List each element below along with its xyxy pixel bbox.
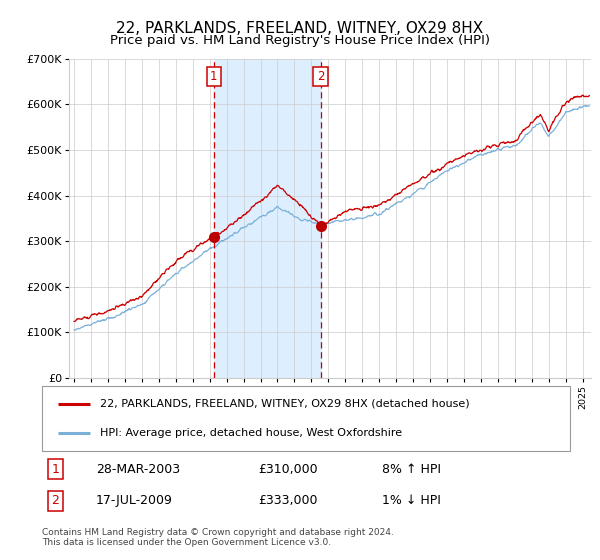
Text: 17-JUL-2009: 17-JUL-2009 <box>96 494 173 507</box>
Text: Price paid vs. HM Land Registry's House Price Index (HPI): Price paid vs. HM Land Registry's House … <box>110 34 490 46</box>
Text: 2: 2 <box>52 494 59 507</box>
Bar <box>214 59 320 378</box>
Text: 8% ↑ HPI: 8% ↑ HPI <box>382 463 441 476</box>
Text: HPI: Average price, detached house, West Oxfordshire: HPI: Average price, detached house, West… <box>100 428 402 438</box>
Text: 1: 1 <box>52 463 59 476</box>
Text: 22, PARKLANDS, FREELAND, WITNEY, OX29 8HX (detached house): 22, PARKLANDS, FREELAND, WITNEY, OX29 8H… <box>100 399 470 409</box>
Text: 1% ↓ HPI: 1% ↓ HPI <box>382 494 441 507</box>
FancyBboxPatch shape <box>42 386 570 451</box>
Text: 2: 2 <box>317 70 324 83</box>
Text: £333,000: £333,000 <box>258 494 317 507</box>
Text: 22, PARKLANDS, FREELAND, WITNEY, OX29 8HX: 22, PARKLANDS, FREELAND, WITNEY, OX29 8H… <box>116 21 484 36</box>
Text: Contains HM Land Registry data © Crown copyright and database right 2024.
This d: Contains HM Land Registry data © Crown c… <box>42 528 394 547</box>
Text: 28-MAR-2003: 28-MAR-2003 <box>96 463 180 476</box>
Text: £310,000: £310,000 <box>258 463 317 476</box>
Text: 1: 1 <box>210 70 217 83</box>
